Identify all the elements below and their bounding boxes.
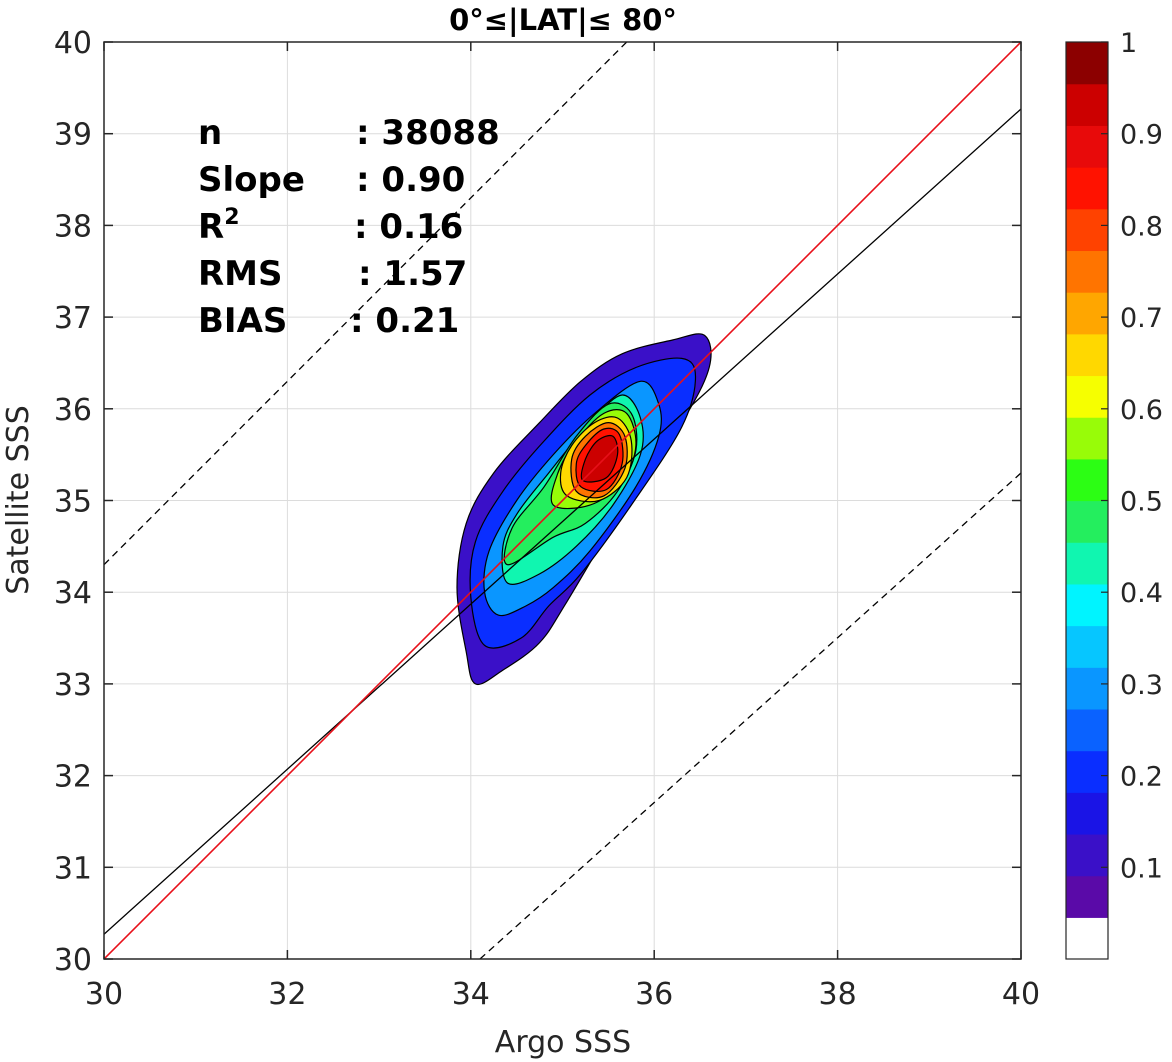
x-tick-label-1: 32 (268, 977, 306, 1012)
y-tick-label-3: 33 (54, 668, 92, 703)
regression-line (104, 108, 1021, 935)
colorbar-segment-14 (1066, 333, 1108, 377)
colorbar-tick-label-7: 0.8 (1120, 211, 1163, 242)
one-to-one-line (104, 42, 1021, 959)
y-axis-label: Satellite SSS (1, 405, 36, 595)
colorbar-segment-10 (1066, 500, 1108, 543)
colorbar-segment-21 (1066, 42, 1108, 85)
stat-value-2: : 0.16 (354, 207, 463, 247)
colorbar-segment-9 (1066, 542, 1108, 585)
y-tick-label-5: 35 (54, 485, 92, 520)
stats-annotation: n : 38088 Slope : 0.90 R2 : 0.16 RMS : 1.57 BIAS… (198, 113, 500, 341)
x-tick-label-2: 34 (452, 977, 490, 1012)
stat-label-0: n (198, 113, 222, 153)
colorbar-segment-20 (1066, 83, 1108, 126)
colorbar-tick-label-6: 0.7 (1120, 303, 1163, 334)
stat-label-3: RMS (198, 254, 283, 294)
colorbar-segment-19 (1066, 125, 1108, 168)
colorbar-segment-18 (1066, 167, 1108, 210)
colorbar-segment-17 (1066, 208, 1108, 252)
colorbar-tick-label-2: 0.3 (1120, 670, 1163, 701)
x-tick-label-5: 40 (1002, 977, 1040, 1012)
y-tick-label-1: 31 (54, 851, 92, 886)
y-tick-label-8: 38 (54, 209, 92, 244)
y-tick-label-10: 40 (54, 26, 92, 61)
plot-area (103, 41, 1022, 960)
colorbar-segment-8 (1066, 583, 1108, 627)
reference-lines (104, 42, 1021, 959)
y-tick-label-2: 32 (54, 760, 92, 795)
colorbar-segment-4 (1066, 750, 1108, 793)
x-tick-label-3: 36 (635, 977, 673, 1012)
colorbar-segment-13 (1066, 375, 1108, 418)
colorbar-segment-12 (1066, 417, 1108, 460)
colorbar-tick-label-4: 0.5 (1120, 487, 1163, 518)
upper-bound-line (104, 42, 628, 566)
colorbar-segment-7 (1066, 625, 1108, 668)
y-tick-label-9: 39 (54, 118, 92, 153)
x-tick-label-0: 30 (85, 977, 123, 1012)
colorbar-tick-label-1: 0.2 (1120, 762, 1163, 793)
axis-ticks (103, 41, 1022, 960)
y-tick-label-0: 30 (54, 943, 92, 978)
colorbar-segment-11 (1066, 458, 1108, 502)
stat-value-1: : 0.90 (356, 160, 465, 200)
colorbar-tick-label-0: 0.1 (1120, 853, 1163, 884)
stat-label-1: Slope (198, 160, 305, 200)
x-tick-labels: 30 32 34 36 38 40 (85, 977, 1040, 1012)
stat-value-3: : 1.57 (358, 254, 467, 294)
chart-title: 0°≤|LAT|≤ 80° (449, 3, 677, 37)
colorbar: 0.1 0.2 0.3 0.4 0.5 0.6 0.7 0.8 0.9 1 (1065, 28, 1163, 960)
y-tick-labels: 30 31 32 33 34 35 36 37 38 39 40 (54, 26, 92, 978)
x-tick-label-4: 38 (819, 977, 857, 1012)
colorbar-segment-1 (1066, 875, 1108, 918)
stat-value-4: : 0.21 (350, 301, 459, 341)
colorbar-segment-2 (1066, 833, 1108, 877)
colorbar-tick-label-3: 0.4 (1120, 578, 1163, 609)
y-tick-label-6: 36 (54, 393, 92, 428)
x-axis-label: Argo SSS (495, 1025, 631, 1060)
colorbar-segment-16 (1066, 250, 1108, 293)
stat-label-2: R2 (198, 205, 240, 247)
colorbar-tick-label-8: 0.9 (1120, 120, 1163, 151)
colorbar-segment-3 (1066, 792, 1108, 835)
colorbar-tick-label-5: 0.6 (1120, 395, 1163, 426)
contour-level-9 (580, 434, 619, 483)
colorbar-segment-6 (1066, 667, 1108, 710)
stat-superscript: 2 (224, 205, 239, 230)
stat-label-4: BIAS (198, 301, 287, 341)
colorbar-tick-label-9: 1 (1120, 28, 1137, 59)
stat-value-0: : 38088 (356, 113, 500, 153)
lower-bound-line (479, 472, 1021, 959)
y-tick-label-7: 37 (54, 301, 92, 336)
y-tick-label-4: 34 (54, 576, 92, 611)
colorbar-segment-5 (1066, 708, 1108, 752)
colorbar-segment-15 (1066, 292, 1108, 335)
colorbar-segment-0 (1066, 917, 1108, 960)
